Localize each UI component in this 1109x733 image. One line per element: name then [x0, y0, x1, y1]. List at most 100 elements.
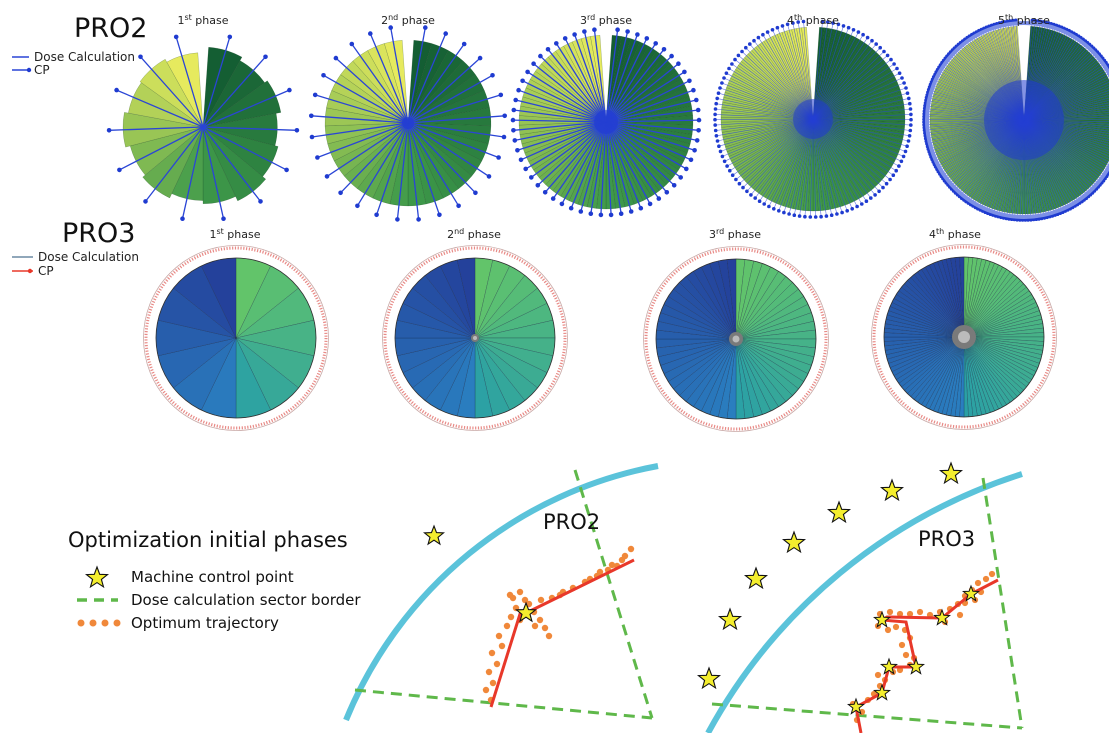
pro2-phase-4-cp-dot	[874, 42, 878, 46]
pro3-trajectory-dot	[974, 579, 982, 587]
pro2-phase-4-cp-dot	[829, 213, 834, 217]
pro2-phase-4-cp-dot	[906, 139, 911, 143]
pro3-phase-1-wheel	[143, 245, 329, 431]
pro2-phase-3-cp-line	[537, 121, 607, 186]
pro2-phase-3-cp-line	[533, 63, 607, 123]
pro3-trajectory-control-point-star	[880, 657, 898, 675]
pro2-phase-2-cp-line	[323, 74, 409, 124]
pro2-phase-4-cp-dot	[877, 189, 881, 194]
pro2-phase-4-cp-dot	[813, 215, 818, 219]
pro2-phase-5-sector	[1023, 108, 1109, 121]
pro2-trajectory-dot	[498, 642, 506, 650]
pro2-wheels: 1st phase 2nd phase 3rd phase 4th phase 5th …	[106, 13, 1109, 222]
pro2-phase-3-cp-dot	[661, 47, 667, 52]
pro3-phase-2-outer-border	[382, 245, 568, 431]
pro2-phase-2-cp-dot	[388, 25, 394, 30]
pro2-phase-3-label: 3rd phase	[580, 13, 632, 27]
pro2-trajectory-dot	[531, 622, 539, 630]
pro2-phase-3-cp-line	[605, 119, 700, 123]
pro2-phase-5-sector	[1023, 113, 1109, 121]
pro2-trajectory-dot	[596, 568, 604, 576]
pro2-phase-2-cp-dot	[309, 134, 315, 140]
pro3-control-point-star	[743, 566, 769, 590]
pro2-phase-4-cp-dot	[836, 22, 841, 27]
pro2-phase-3-cp-dot	[664, 190, 670, 195]
pro2-phase-3-cp-line	[513, 121, 607, 131]
pro2-phase-4-cp-dot	[728, 168, 732, 173]
pro3-control-point-star	[781, 530, 807, 554]
pro3-phase-3-wheel	[643, 246, 829, 432]
pro2-phase-3-cp-dot	[513, 97, 518, 103]
pro3-trajectory-control-point-star	[847, 697, 865, 715]
pro3-control-point-star	[826, 500, 852, 524]
pro3-trajectory-dot	[916, 608, 924, 616]
pro2-phase-2-cp-line	[407, 122, 460, 207]
pro2-phase-5-cp-ring	[925, 21, 1109, 219]
pro2-trajectory-dot	[482, 686, 490, 694]
pro2-phase-3-wheel	[510, 27, 702, 218]
pro2-phase-5-cp-dot	[923, 103, 927, 108]
pro2-trajectory-dot	[541, 624, 549, 632]
pro2-phase-5-sector	[1023, 106, 1109, 121]
pro2-phase-5-cp-dot	[1020, 218, 1025, 222]
pro2-phase-4-cp-dot	[888, 177, 892, 182]
pro2-phase-3-cp-dot	[669, 53, 674, 59]
pro2-phase-3-cp-dot	[688, 157, 694, 163]
pro3-trajectory-dot	[982, 575, 990, 583]
pro2-phase-2-cp-dot	[312, 92, 318, 98]
pro3-trajectory-dot	[906, 610, 914, 618]
pro2-phase-5-cp-dot	[1015, 218, 1019, 222]
pro3-trajectory-control-point-star	[962, 584, 980, 602]
pro2-phase-2-cp-line	[326, 122, 409, 177]
pro2-phase-4-cp-dot	[900, 76, 904, 80]
pro2-phase-2-cp-line	[356, 122, 409, 207]
pro2-phase-3-cp-dot	[511, 107, 517, 113]
pro2-phase-3-cp-line	[605, 121, 695, 151]
pro2-phase-1-cp-line	[144, 126, 204, 202]
pro3-phase-2-label: 2nd phase	[447, 227, 501, 241]
pro3-control-point-star	[938, 461, 964, 485]
pro2-phase-1-cp-dot	[180, 216, 185, 221]
pro2-phase-4-cp-dot	[748, 42, 752, 46]
pro2-phase-5-cp-dot	[922, 125, 927, 130]
pro2-phase-4-cp-dot	[855, 204, 859, 209]
pro3-phase-3-rim	[655, 258, 817, 420]
pro2-phase-4-cp-dot	[907, 96, 911, 101]
pro2-phase-4-cp-dot	[791, 21, 795, 25]
pro2-phase-4-cp-dot	[873, 193, 877, 197]
pro2-phase-4-cp-dot	[845, 209, 849, 213]
pro2-phase-2-cp-dot	[355, 203, 360, 209]
pro2-phase-5-cp-dot	[1018, 218, 1022, 222]
pro2-legend-cp-label: CP	[34, 63, 50, 77]
pro2-phase-3-cp-dot	[691, 87, 696, 93]
pro2-phase-3-cp-dot	[618, 211, 624, 216]
pro2-phase-1-cp-line	[116, 89, 204, 128]
pro2-phase-3-cp-line	[561, 121, 607, 205]
pro2-phase-3-cp-dot	[510, 117, 516, 123]
pro3-trajectory-dot	[896, 610, 904, 618]
pro3-control-points	[696, 461, 980, 715]
pro2-phase-4-cp-dot	[801, 19, 806, 24]
pro2-phase-2-cp-line	[396, 122, 409, 220]
pro2-phase-2-cp-dot	[490, 73, 495, 78]
pro2-phase-3-cp-line	[593, 29, 607, 123]
pro3-phase-4-outer-border	[871, 244, 1057, 430]
pro2-trajectory-dot	[485, 668, 493, 676]
pro2-phase-4-cp-dot	[808, 215, 813, 219]
pro2-phase-4-cp-dot	[881, 185, 885, 190]
pro3-phase-4-label: 4th phase	[929, 227, 981, 241]
pro2-phase-5-cp-dot	[1026, 218, 1030, 222]
pro2-phase-4-cp-dot	[718, 149, 723, 154]
pro2-phase-1-cp-dot	[227, 34, 233, 40]
pro2-phase-1-label: 1st phase	[177, 13, 228, 27]
legend-dot	[77, 619, 85, 627]
pro2-phase-3-cp-line	[518, 89, 607, 123]
pro3-sector-border-right	[981, 477, 1024, 729]
pro2-phase-5-cp-dot	[1023, 218, 1028, 222]
pro3-control-point-star	[696, 666, 722, 690]
pro2-phase-2-cp-dot	[395, 217, 400, 222]
pro2-phase-2-cp-line	[407, 74, 493, 124]
legend-dot	[101, 619, 109, 627]
pro2-phase-3-cp-dot	[562, 36, 568, 41]
pro2-phase-3-cp-dot	[529, 175, 534, 180]
